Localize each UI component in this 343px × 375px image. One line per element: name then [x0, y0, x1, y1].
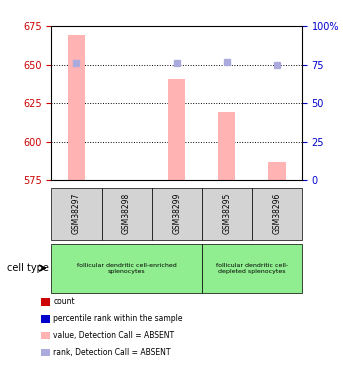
- Text: count: count: [53, 297, 75, 306]
- Bar: [68, 36, 85, 180]
- Text: GSM38295: GSM38295: [222, 193, 231, 234]
- Text: follicular dendritic cell-
depleted splenocytes: follicular dendritic cell- depleted sple…: [216, 263, 288, 273]
- Bar: [268, 162, 286, 180]
- Bar: [218, 112, 236, 180]
- Bar: [168, 78, 186, 180]
- Text: GSM38297: GSM38297: [72, 193, 81, 234]
- Text: percentile rank within the sample: percentile rank within the sample: [53, 314, 183, 323]
- Text: cell type: cell type: [7, 263, 49, 273]
- Text: GSM38299: GSM38299: [172, 193, 181, 234]
- Text: follicular dendritic cell-enriched
splenocytes: follicular dendritic cell-enriched splen…: [77, 263, 176, 273]
- Text: GSM38296: GSM38296: [272, 193, 281, 234]
- Text: GSM38298: GSM38298: [122, 193, 131, 234]
- Text: rank, Detection Call = ABSENT: rank, Detection Call = ABSENT: [53, 348, 171, 357]
- Text: value, Detection Call = ABSENT: value, Detection Call = ABSENT: [53, 331, 174, 340]
